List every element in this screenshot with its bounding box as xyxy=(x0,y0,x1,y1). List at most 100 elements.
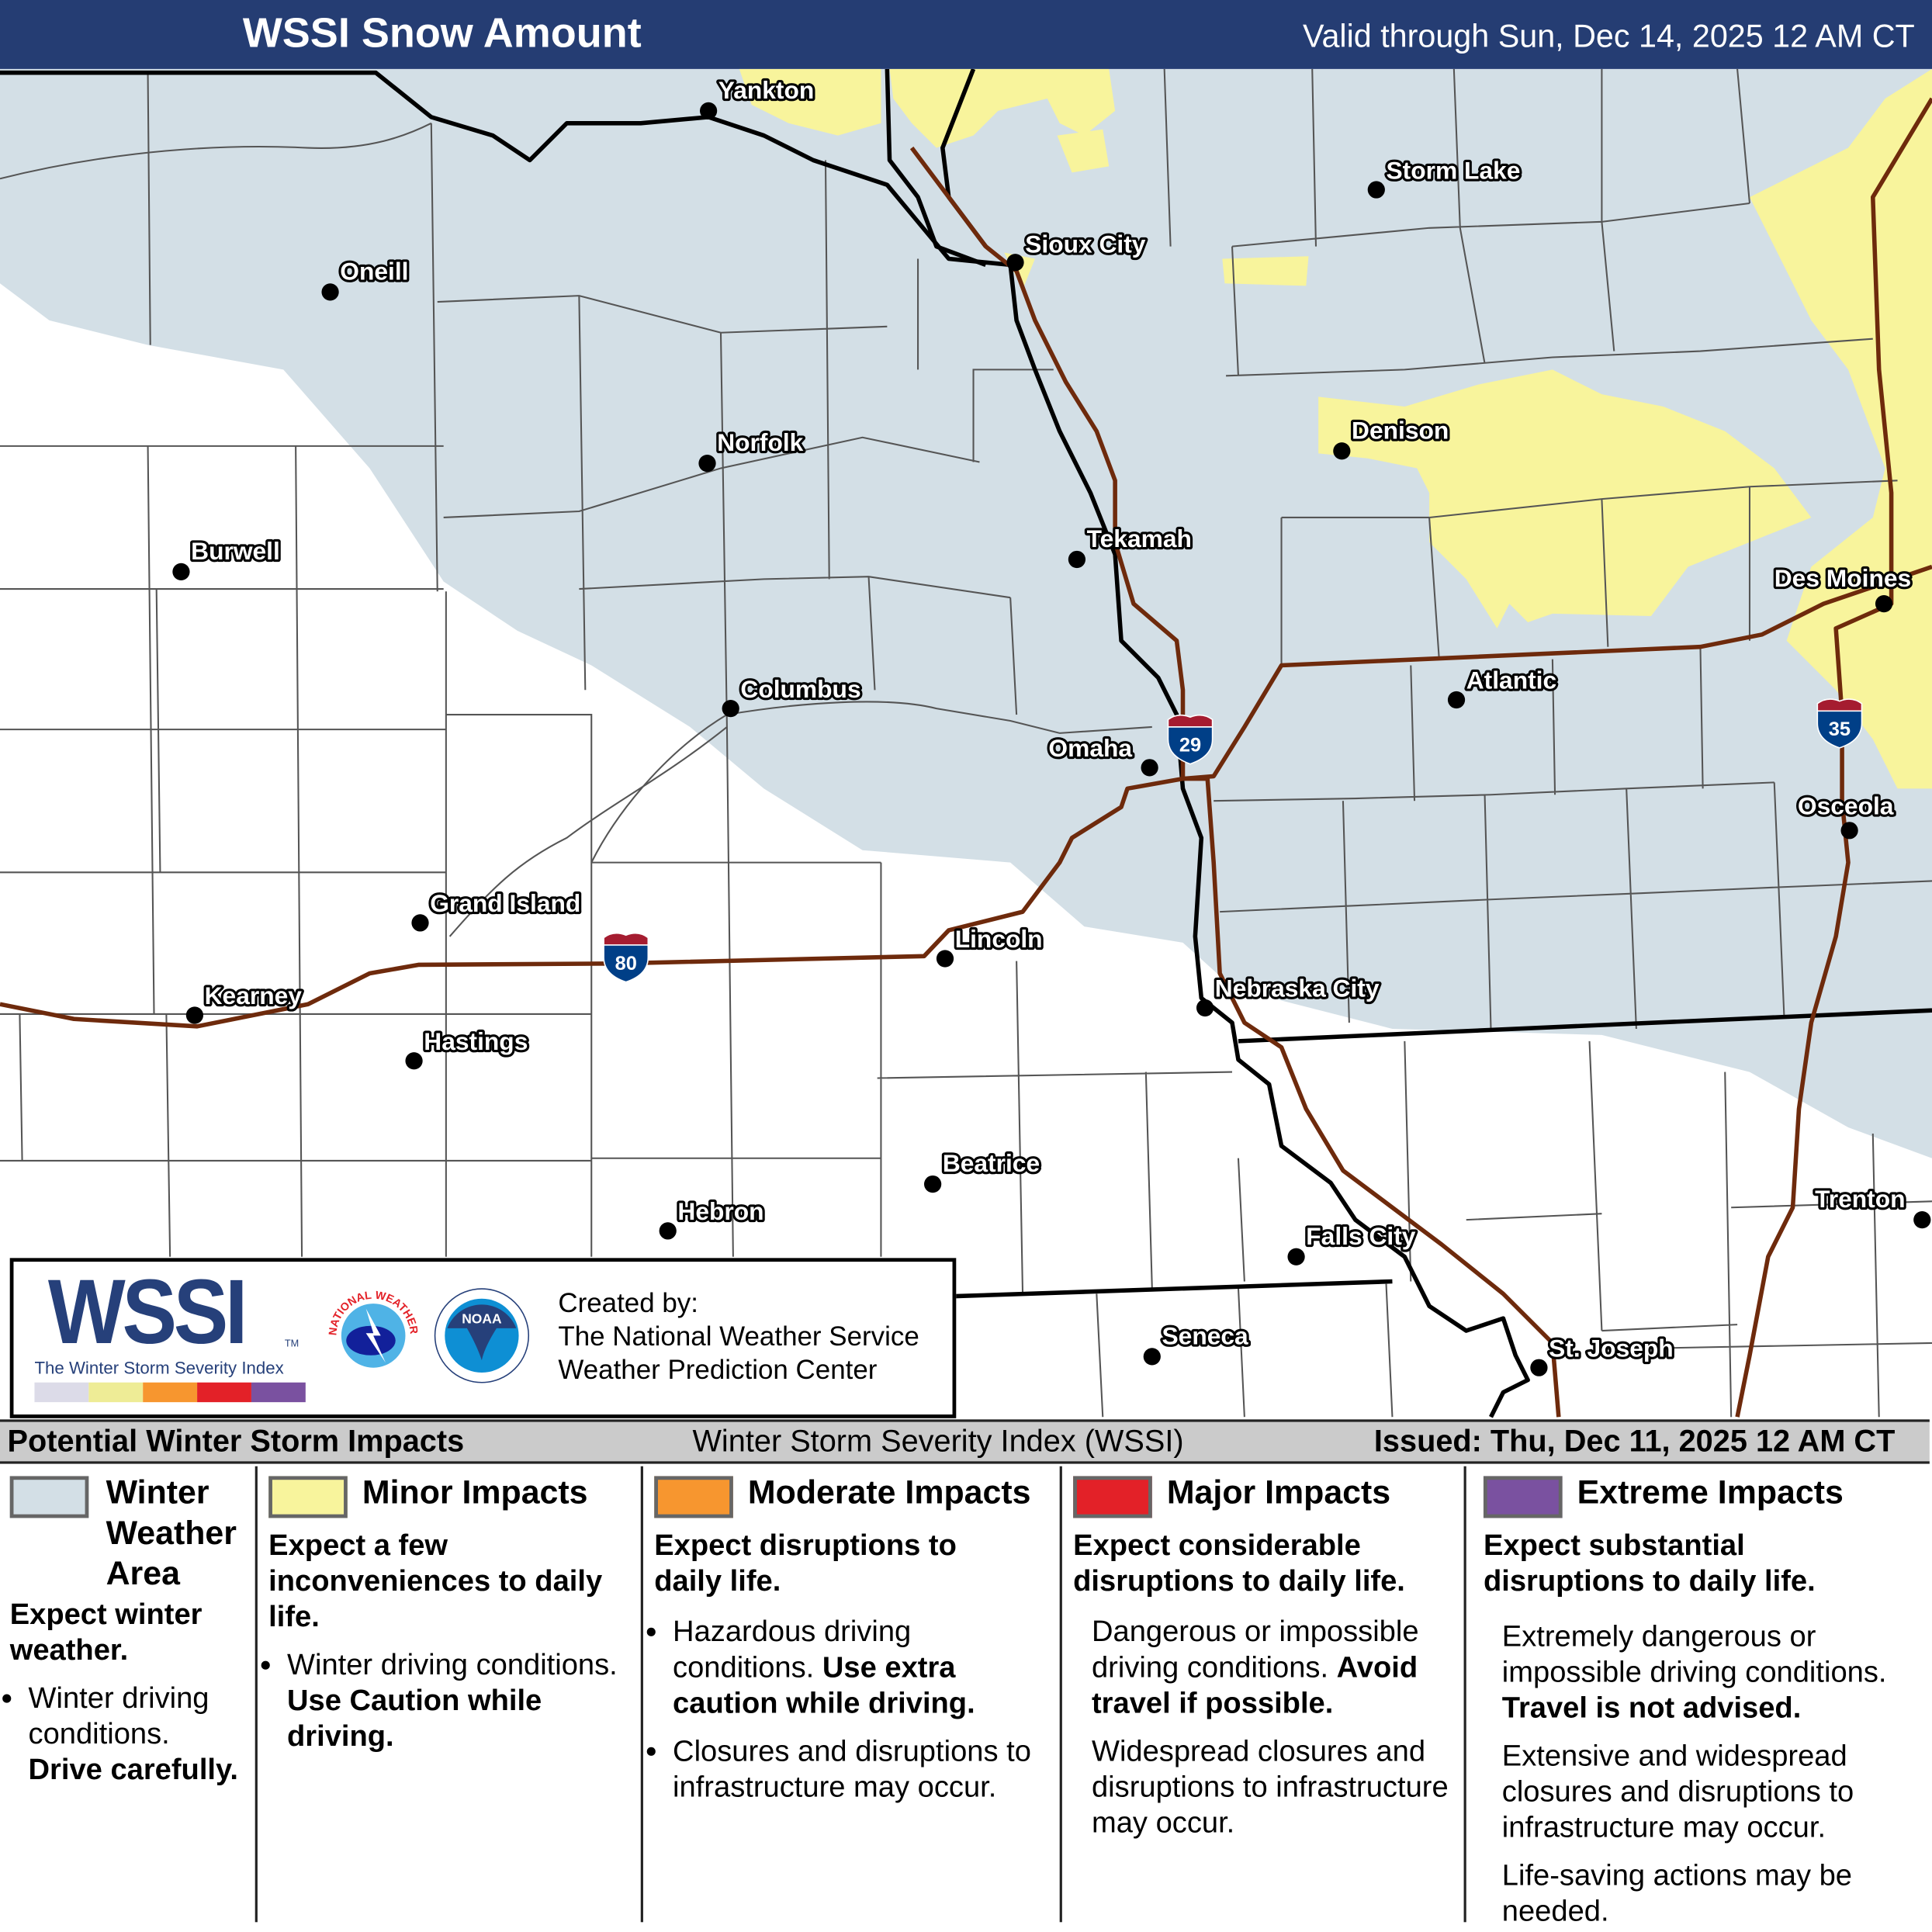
svg-text:Hebron: Hebron xyxy=(677,1197,763,1225)
legend-text-bold: Use extra caution while driving. xyxy=(673,1650,975,1720)
legend-text-bold: Travel is not advised. xyxy=(1501,1691,1802,1726)
winter-weather-area xyxy=(0,68,1932,1158)
legend-minor-impacts: Minor Impacts Expect a few inconvenience… xyxy=(268,1473,635,1755)
logo-box: WSSI TM The Winter Storm Severity Index … xyxy=(9,1258,957,1418)
legend-winter-weather-area: Winter Weather Area Expect winter weathe… xyxy=(9,1473,251,1788)
credit-label: Created by: xyxy=(558,1287,698,1319)
legend-extreme-impacts: Extreme Impacts Expect substantial disru… xyxy=(1483,1473,1927,1930)
city-falls-city: Falls City xyxy=(1287,1220,1418,1265)
nws-logo-icon: NATIONAL WEATHER SERVICE xyxy=(324,1286,421,1383)
legend-major-impacts: Major Impacts Expect considerable disrup… xyxy=(1073,1473,1460,1841)
svg-text:Oneill: Oneill xyxy=(340,257,408,285)
city-kearney: Kearney xyxy=(185,979,304,1024)
header-bar: WSSI Snow Amount Valid through Sun, Dec … xyxy=(0,0,1932,69)
svg-text:Trenton: Trenton xyxy=(1815,1185,1905,1213)
legend-index-name: Winter Storm Severity Index (WSSI) xyxy=(692,1424,1184,1459)
svg-text:Sioux City: Sioux City xyxy=(1025,230,1146,258)
svg-text:Nebraska City: Nebraska City xyxy=(1215,975,1380,1002)
legend-divider xyxy=(640,1466,643,1923)
svg-text:Lincoln: Lincoln xyxy=(955,925,1043,953)
city-des-moines: Des Moines xyxy=(1772,562,1913,613)
city-tekamah: Tekamah xyxy=(1068,522,1194,569)
svg-text:Tekamah: Tekamah xyxy=(1087,525,1192,552)
state-borders xyxy=(0,68,1932,1418)
svg-text:Beatrice: Beatrice xyxy=(943,1149,1040,1177)
legend-header: Potential Winter Storm Impacts Winter St… xyxy=(0,1419,1930,1464)
legend-subtitle: Expect a few inconveniences to daily lif… xyxy=(268,1529,603,1634)
svg-text:29: 29 xyxy=(1179,735,1201,757)
wssi-logo: WSSI xyxy=(47,1260,248,1363)
legend-text: Hazardous driving conditions. xyxy=(673,1615,912,1684)
legend-text-bold: Use Caution while driving. xyxy=(287,1684,542,1754)
city-seneca: Seneca xyxy=(1143,1319,1251,1366)
svg-text:Omaha: Omaha xyxy=(1048,734,1132,762)
issued-time: Issued: Thu, Dec 11, 2025 12 AM CT xyxy=(1373,1424,1896,1459)
svg-text:Burwell: Burwell xyxy=(191,537,280,565)
legend-text: Life-saving actions may be needed. xyxy=(1501,1859,1853,1929)
city-columbus: Columbus xyxy=(722,673,864,718)
svg-text:35: 35 xyxy=(1829,718,1851,740)
map-title: WSSI Snow Amount xyxy=(242,9,642,57)
svg-text:Norfolk: Norfolk xyxy=(717,428,803,456)
city-hebron: Hebron xyxy=(659,1195,767,1240)
city-beatrice: Beatrice xyxy=(924,1147,1042,1193)
minor-swatch xyxy=(268,1476,348,1518)
svg-text:Columbus: Columbus xyxy=(740,675,860,703)
extreme-swatch xyxy=(1483,1476,1563,1518)
legend-title: Minor Impacts xyxy=(362,1473,588,1511)
legend-divider xyxy=(1059,1466,1062,1923)
wssi-color-bar xyxy=(34,1382,306,1403)
legend-text: Winter driving conditions. xyxy=(28,1681,209,1751)
svg-text:Storm Lake: Storm Lake xyxy=(1387,156,1521,184)
svg-text:80: 80 xyxy=(615,953,637,975)
noaa-logo-icon: NOAA xyxy=(434,1288,530,1383)
credit-wpc: Weather Prediction Center xyxy=(558,1354,878,1385)
legend-title: Major Impacts xyxy=(1166,1473,1391,1511)
city-markers: Yankton Storm Lake Sioux City Oneill Den… xyxy=(172,74,1931,1376)
legend-text: Closures and disruptions to infrastructu… xyxy=(673,1734,1031,1804)
svg-text:NOAA: NOAA xyxy=(462,1311,502,1327)
map: Yankton Storm Lake Sioux City Oneill Den… xyxy=(0,68,1932,1420)
legend-text-bold: Avoid travel if possible. xyxy=(1091,1650,1418,1720)
legend-divider xyxy=(254,1466,258,1923)
legend-text-bold: Drive carefully. xyxy=(28,1753,238,1787)
wssi-subtitle: The Winter Storm Severity Index xyxy=(34,1357,284,1378)
i80-shield-icon: 80 xyxy=(603,932,649,983)
svg-text:Atlantic: Atlantic xyxy=(1466,667,1556,694)
credit-nws: The National Weather Service xyxy=(558,1321,919,1352)
svg-text:St. Joseph: St. Joseph xyxy=(1549,1334,1674,1362)
legend-title: Moderate Impacts xyxy=(747,1473,1031,1511)
legend-text: Extremely dangerous or impossible drivin… xyxy=(1501,1620,1887,1690)
svg-text:Denison: Denison xyxy=(1352,416,1449,444)
legend-title: Winter Weather Area xyxy=(106,1473,237,1592)
city-grand-island: Grand Island xyxy=(411,887,583,932)
valid-time: Valid through Sun, Dec 14, 2025 12 AM CT xyxy=(1302,17,1915,54)
svg-text:Des Moines: Des Moines xyxy=(1774,564,1911,592)
city-norfolk: Norfolk xyxy=(698,426,806,473)
city-omaha: Omaha xyxy=(1046,732,1158,777)
legend-subtitle: Expect substantial disruptions to daily … xyxy=(1483,1529,1816,1598)
legend-text: Widespread closures and disruptions to i… xyxy=(1091,1734,1449,1840)
city-nebraska-city: Nebraska City xyxy=(1196,972,1382,1017)
trademark: TM xyxy=(284,1338,299,1349)
legend-text: Dangerous or impossible driving conditio… xyxy=(1091,1615,1419,1684)
credit-block: Created by: The National Weather Service… xyxy=(558,1286,919,1387)
i29-shield-icon: 29 xyxy=(1167,714,1214,765)
city-burwell: Burwell xyxy=(172,535,282,580)
svg-text:Falls City: Falls City xyxy=(1306,1222,1415,1250)
svg-text:Hastings: Hastings xyxy=(424,1027,528,1055)
legend-divider xyxy=(1463,1466,1466,1923)
svg-text:Grand Island: Grand Island xyxy=(430,889,580,917)
city-osceola: Osceola xyxy=(1795,789,1896,840)
svg-text:Yankton: Yankton xyxy=(718,76,815,104)
city-yankton: Yankton xyxy=(699,74,816,120)
legend-text: Extensive and widespread closures and di… xyxy=(1501,1740,1854,1845)
legend-subtitle: Expect considerable disruptions to daily… xyxy=(1073,1529,1405,1598)
legend-text: Winter driving conditions. xyxy=(287,1648,618,1682)
moderate-swatch xyxy=(654,1476,733,1518)
legend-subtitle: Expect disruptions to daily life. xyxy=(654,1529,957,1598)
i35-shield-icon: 35 xyxy=(1816,698,1863,749)
major-swatch xyxy=(1073,1476,1152,1518)
interstate-shields: 29 80 35 xyxy=(603,698,1863,983)
